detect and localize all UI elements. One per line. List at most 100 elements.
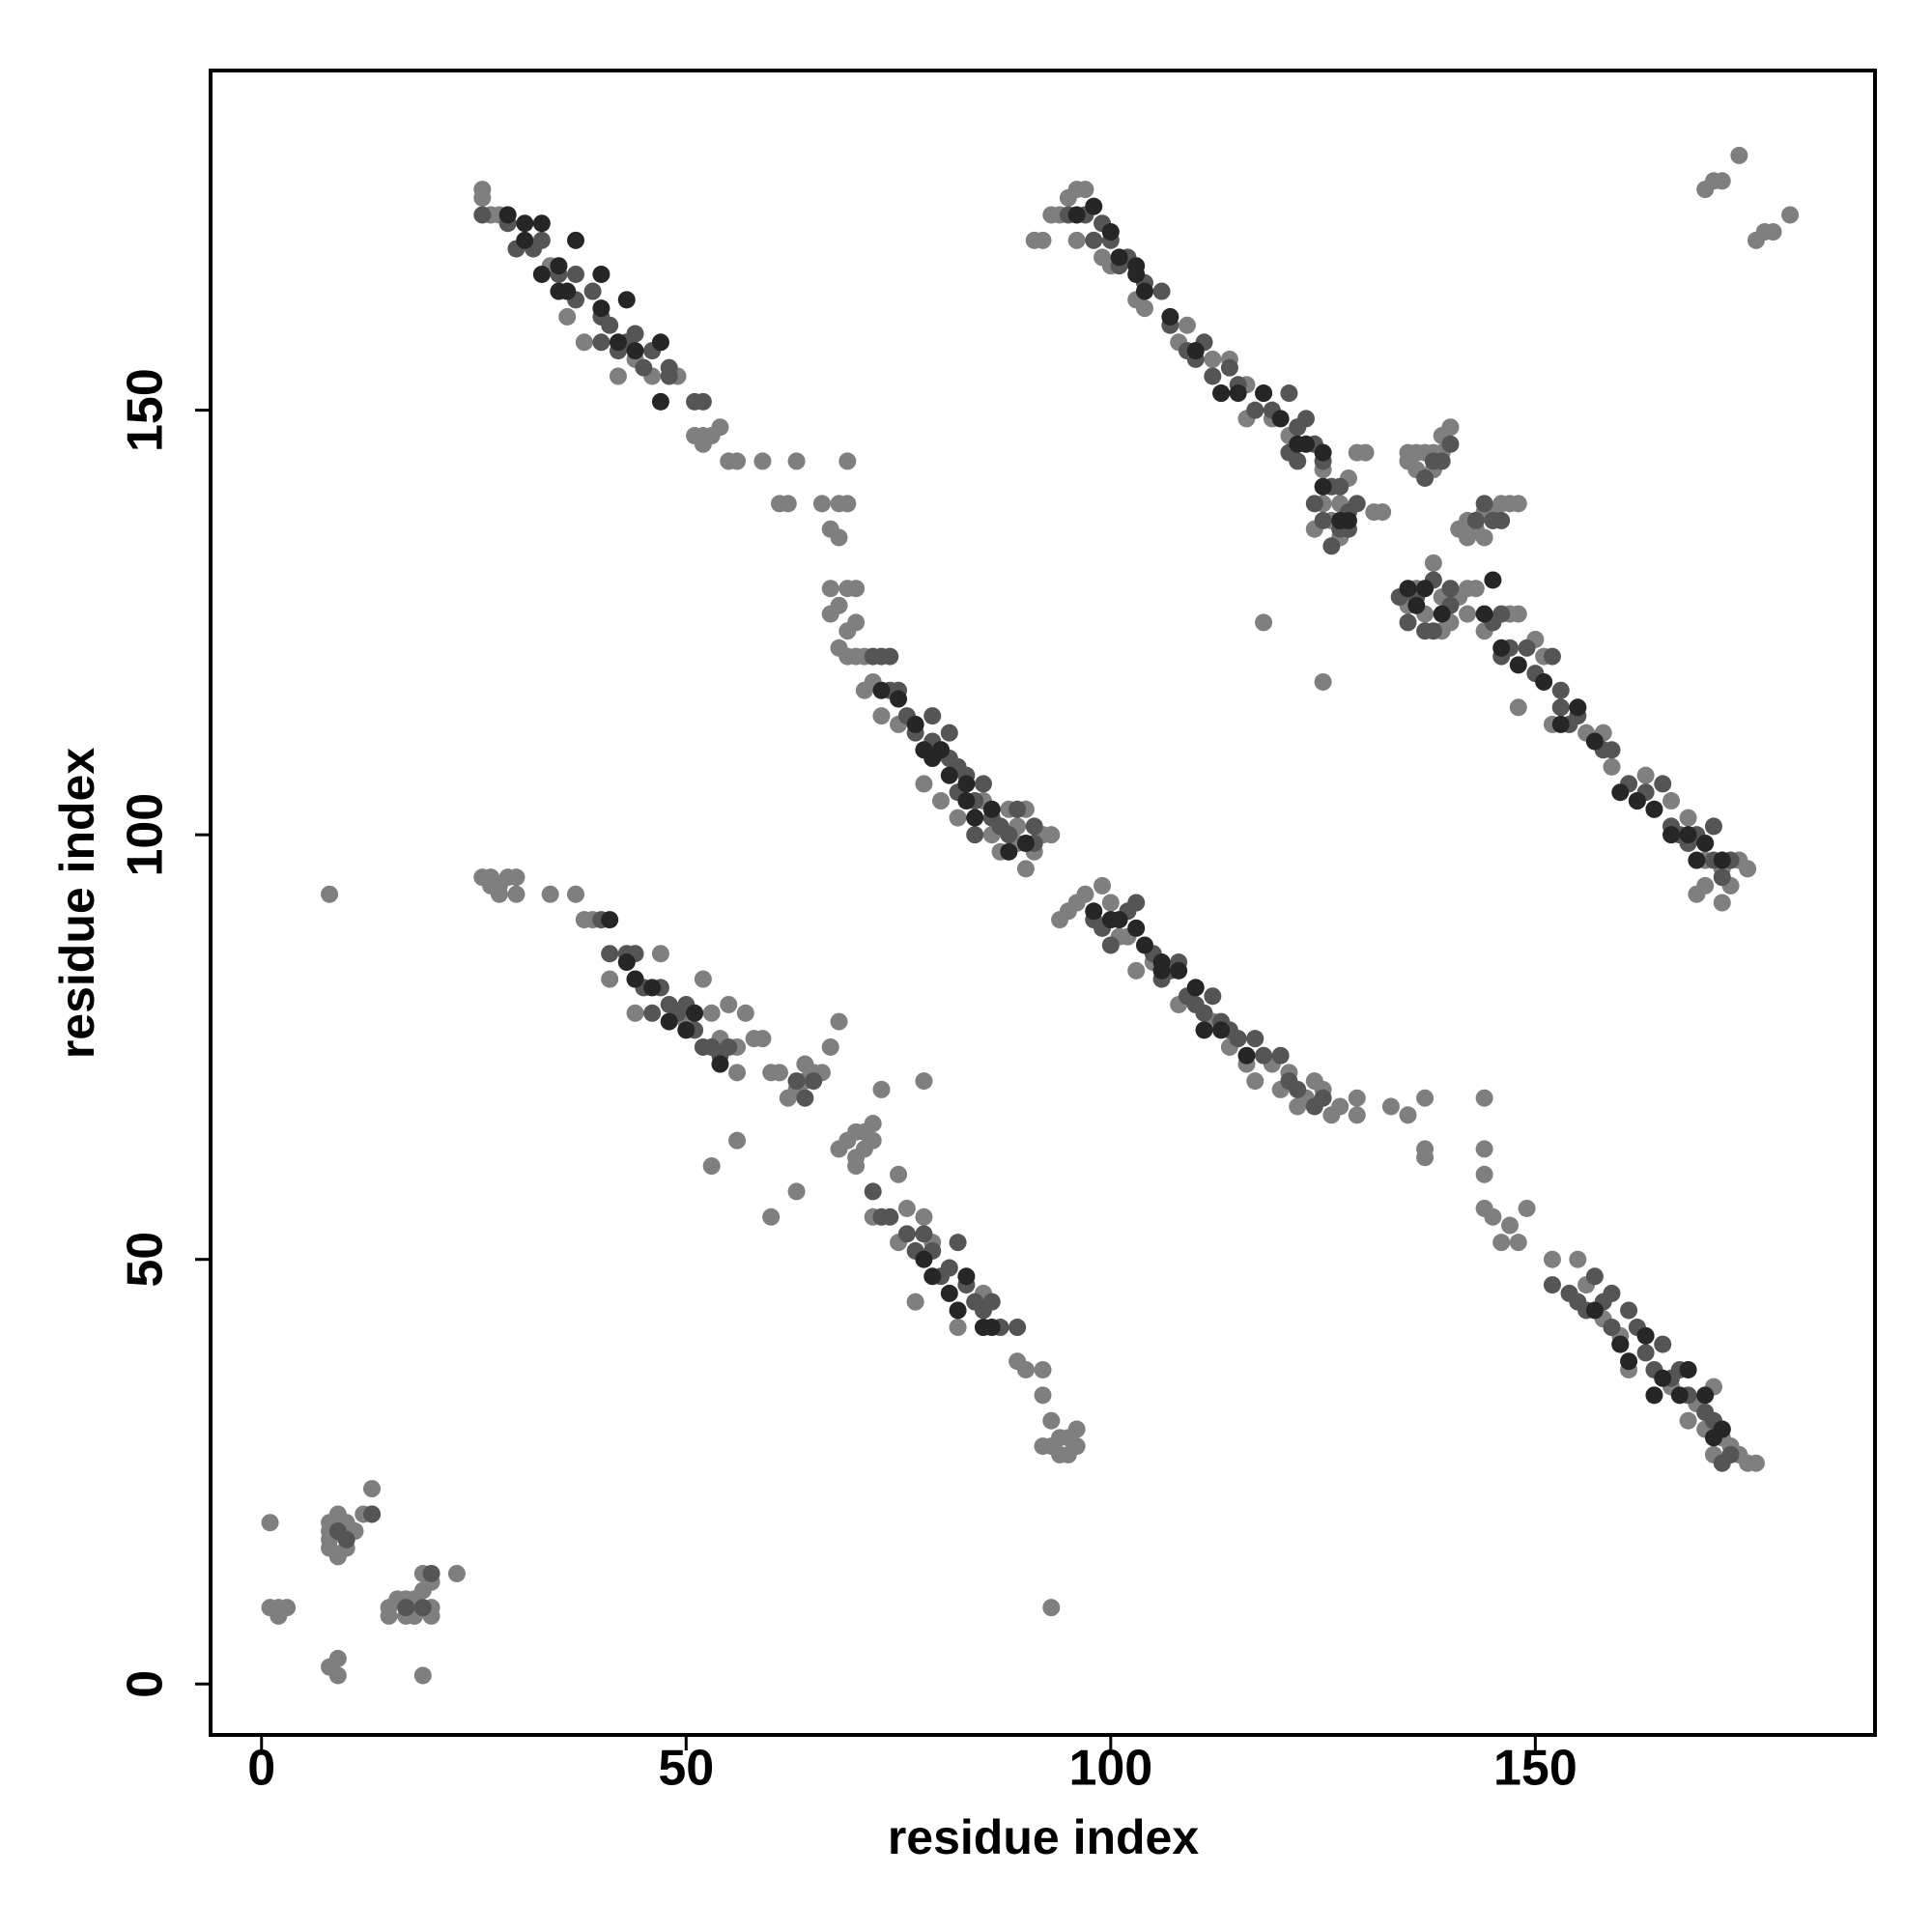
point <box>838 580 857 598</box>
point <box>601 945 619 963</box>
point <box>1314 1089 1332 1107</box>
point <box>1178 316 1196 334</box>
point <box>1271 410 1290 428</box>
point <box>1212 384 1231 403</box>
point <box>1654 1335 1672 1353</box>
point <box>830 1012 848 1031</box>
point <box>1662 826 1681 844</box>
point <box>1289 1080 1307 1098</box>
point <box>1518 639 1536 657</box>
point <box>1424 554 1442 572</box>
point <box>1067 231 1086 249</box>
point <box>1076 885 1094 903</box>
point <box>1603 1284 1621 1302</box>
point <box>1509 656 1527 674</box>
point <box>1654 775 1672 793</box>
point <box>1603 757 1621 776</box>
point <box>1067 1437 1086 1456</box>
point <box>1110 248 1128 267</box>
point <box>1713 1420 1731 1438</box>
point <box>1620 1352 1638 1371</box>
point <box>906 715 924 733</box>
point <box>601 316 619 334</box>
point <box>422 1564 440 1582</box>
point <box>473 188 492 207</box>
point <box>1085 902 1103 921</box>
point <box>702 1004 721 1022</box>
point <box>1161 307 1179 326</box>
point <box>1237 1046 1256 1065</box>
point <box>949 1301 967 1320</box>
point <box>1636 766 1655 784</box>
point <box>1484 1208 1502 1226</box>
point <box>1636 1344 1655 1362</box>
point <box>982 1319 1001 1337</box>
point <box>1204 987 1222 1006</box>
point <box>626 1004 644 1022</box>
point <box>1186 979 1205 997</box>
point <box>1101 936 1120 954</box>
point <box>897 1199 916 1217</box>
point <box>1135 282 1153 300</box>
point <box>1747 1454 1765 1472</box>
point <box>660 1012 678 1031</box>
point <box>1381 1097 1400 1116</box>
point <box>1416 469 1435 487</box>
point <box>1662 792 1681 810</box>
point <box>906 1293 924 1311</box>
point <box>1551 715 1570 733</box>
point <box>1509 1234 1527 1252</box>
point <box>1212 1021 1231 1039</box>
point <box>532 214 551 233</box>
point <box>1009 800 1027 818</box>
point <box>507 868 526 887</box>
point <box>1399 613 1417 632</box>
point <box>1331 477 1350 496</box>
point <box>1246 1072 1264 1091</box>
point <box>660 358 678 377</box>
point <box>1509 605 1527 623</box>
point <box>1424 622 1442 640</box>
point <box>1195 1004 1213 1022</box>
point <box>1314 477 1332 496</box>
point <box>1025 817 1043 836</box>
point <box>855 1140 873 1158</box>
point <box>1416 1140 1435 1158</box>
point <box>779 495 797 513</box>
point <box>516 214 534 233</box>
point <box>1255 384 1273 403</box>
point <box>1127 257 1146 275</box>
point <box>1110 911 1128 929</box>
point <box>1433 605 1451 623</box>
point <box>915 1208 933 1226</box>
point <box>643 1004 662 1022</box>
point <box>1459 605 1477 623</box>
point <box>1569 698 1587 717</box>
point <box>728 452 747 470</box>
point <box>1611 783 1630 802</box>
point <box>1713 1454 1731 1472</box>
point <box>770 1064 788 1082</box>
point <box>532 265 551 283</box>
point <box>413 1666 432 1685</box>
point <box>1000 826 1018 844</box>
point <box>1466 580 1485 598</box>
point <box>1569 1250 1587 1268</box>
point <box>1509 495 1527 513</box>
point <box>617 953 636 972</box>
point <box>1739 860 1757 878</box>
point <box>949 809 967 827</box>
point <box>617 291 636 309</box>
point <box>890 1165 908 1183</box>
point <box>1441 418 1460 437</box>
point <box>805 1072 823 1091</box>
point <box>847 1157 866 1176</box>
point <box>1628 792 1646 810</box>
x-tick-label: 0 <box>247 1741 275 1797</box>
point <box>1016 860 1035 878</box>
point <box>643 979 662 997</box>
point <box>321 885 339 903</box>
point <box>897 1225 916 1243</box>
point <box>1339 511 1357 529</box>
